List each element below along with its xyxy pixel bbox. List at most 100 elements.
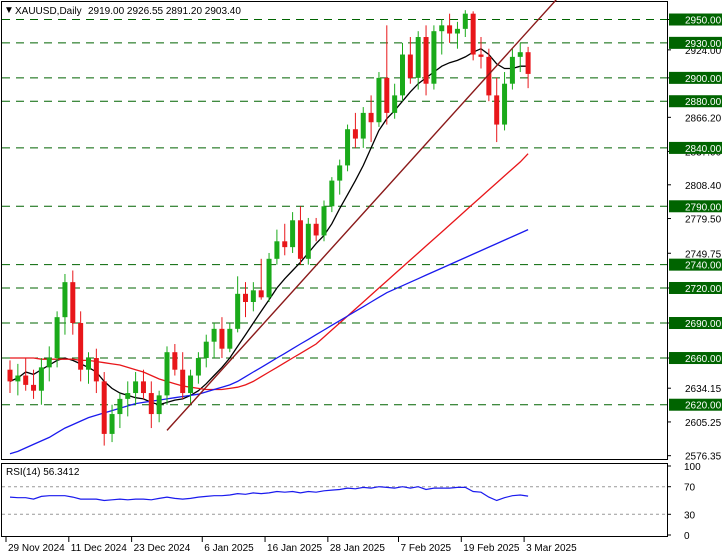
candle-body [227,328,233,349]
level-label-box [669,95,722,108]
level-label: 2720.00 [685,284,722,295]
level-label: 2690.00 [685,319,722,330]
level-label-box [669,352,722,365]
candle-body [486,56,492,96]
rsi-tick-label: 70 [684,483,696,494]
price-tick-label: 2749.75 [685,249,722,260]
candle-body [517,52,523,57]
candle-body [15,375,21,382]
level-label: 2900.00 [685,74,722,85]
time-tick-label: 23 Dec 2024 [134,543,191,554]
time-tick-label: 29 Nov 2024 [8,543,65,554]
candle-body [46,358,52,368]
candle-body [407,54,413,78]
candle-body [415,37,421,78]
candle-body [509,56,515,84]
candle-body [109,414,115,434]
level-label-box [669,141,722,154]
candle-body [345,129,351,166]
price-tick-label: 2808.40 [685,181,722,192]
symbol-label: XAUUSD,Daily [15,6,82,17]
candle-body [337,165,343,181]
candle-body [313,223,319,236]
candle-body [478,54,484,57]
candle-body [31,384,37,391]
time-tick-label: 19 Feb 2025 [463,543,520,554]
price-tick-label: 2779.50 [685,215,722,226]
candle-body [243,293,248,302]
candle-body [235,293,241,329]
level-label-box [669,13,722,26]
candle-body [195,358,201,376]
level-label-box [669,317,722,330]
level-label-box [669,258,722,271]
candle-body [203,341,209,359]
candle-body [360,112,366,139]
price-tick-label: 2634.15 [685,384,722,395]
candle-body [54,317,60,359]
rsi-tick-label: 30 [684,510,696,521]
candle-body [250,290,256,302]
candle-body [148,393,154,415]
candle-body [297,220,303,259]
candle-body [462,13,468,29]
candle-body [62,282,68,318]
ohlc-readout: 2919.00 2926.55 2891.20 2903.40 [88,6,241,17]
candle-body [282,241,288,248]
candle-body [93,358,99,382]
time-axis: 29 Nov 2024 11 Dec 2024 23 Dec 2024 6 Jan 2… [5,537,577,554]
level-label: 2790.00 [685,202,722,213]
price-tick-label: 2576.35 [685,452,722,463]
candle-body [23,375,29,385]
level-label: 2880.00 [685,97,722,108]
candle-body [78,323,84,370]
time-tick-label: 6 Jan 2025 [204,543,254,554]
time-tick-label: 16 Jan 2025 [267,543,322,554]
candle-body [180,369,186,394]
price-tick-label: 2924.00 [685,46,722,57]
level-label: 2740.00 [685,261,722,272]
candle-body [494,95,500,125]
rsi-tick-label: 100 [684,462,701,473]
candle-body [86,358,91,370]
level-labels: 2950.00 2930.00 2900.00 2880.00 2840.00 2790.… [669,13,722,412]
candle-body [188,375,194,394]
candle-body [305,223,311,259]
candle-body [376,77,382,123]
candle-body [321,206,327,236]
level-label-box [669,71,722,84]
candle-body [274,241,280,259]
candle-body [211,328,217,342]
candle-body [140,381,146,394]
price-panel-frame [1,1,668,460]
time-tick-label: 3 Mar 2025 [526,543,577,554]
candle-body [70,282,76,324]
candle-body [502,83,508,125]
level-label-box [669,281,722,294]
time-tick-label: 11 Dec 2024 [71,543,127,554]
candle-body [133,381,139,394]
time-tick-label: 28 Jan 2025 [330,543,385,554]
candle-body [101,381,107,434]
candle-body [439,25,445,32]
level-label: 2930.00 [685,39,722,50]
candle-body [290,220,296,248]
candle-body [7,369,13,382]
candle-body [431,31,437,84]
candle-body [156,395,162,415]
time-tick-label: 7 Feb 2025 [401,543,452,554]
trendline [166,0,557,431]
rsi-tick-label: 0 [684,531,690,542]
candle-body [454,28,460,34]
candle-body [258,290,264,298]
triangle-down-icon: ▼ [4,5,14,16]
candle-body [172,352,178,370]
level-label: 2660.00 [685,354,722,365]
level-label-box [669,200,722,213]
rsi-panel-frame [1,463,668,537]
candle-body [117,398,123,415]
candle-body [329,180,335,207]
candle-body [384,77,390,113]
